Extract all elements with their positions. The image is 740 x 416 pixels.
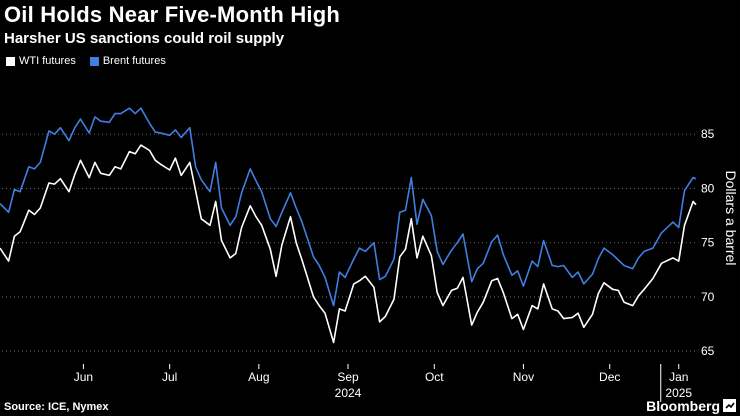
x-tick-year-label: 2024 bbox=[335, 386, 362, 400]
legend-item-brent: Brent futures bbox=[89, 55, 166, 67]
series-line-brent-futures bbox=[0, 107, 697, 307]
bloomberg-icon bbox=[723, 399, 736, 412]
source-note: Source: ICE, Nymex bbox=[4, 401, 109, 413]
y-axis-ticks: 65 70 75 80 85 bbox=[701, 127, 715, 358]
x-axis-ticks: Jun Jul Aug Sep 2024 Oct Nov Dec Jan 2025 bbox=[74, 364, 692, 402]
y-tick-label: 75 bbox=[701, 236, 715, 250]
x-tick-label: Jul bbox=[162, 370, 177, 384]
legend-swatch-brent bbox=[89, 56, 99, 66]
chart-title: Oil Holds Near Five-Month High bbox=[4, 2, 341, 27]
legend-swatch-wti bbox=[6, 56, 15, 66]
chart-legend: WTI futures Brent futures bbox=[6, 55, 166, 67]
x-tick-label: Oct bbox=[425, 370, 444, 384]
y-tick-label: 80 bbox=[701, 181, 715, 195]
x-tick-label: Jan bbox=[669, 370, 688, 384]
y-tick-label: 85 bbox=[701, 127, 715, 141]
legend-item-wti: WTI futures bbox=[6, 55, 76, 67]
x-tick-year-label: 2025 bbox=[665, 386, 692, 400]
y-axis-label: Dollars a barrel bbox=[723, 171, 739, 266]
y-tick-label: 70 bbox=[701, 290, 715, 304]
x-tick-label: Nov bbox=[513, 370, 534, 384]
x-tick-label: Dec bbox=[599, 370, 620, 384]
x-tick-label: Aug bbox=[248, 370, 269, 384]
gridlines bbox=[2, 133, 696, 352]
y-tick-label: 65 bbox=[701, 344, 715, 358]
x-tick-label: Jun bbox=[74, 370, 93, 384]
series-line-wti-futures bbox=[0, 144, 697, 344]
legend-label-brent: Brent futures bbox=[102, 55, 166, 67]
legend-label-wti: WTI futures bbox=[19, 55, 76, 67]
x-tick-label: Sep bbox=[337, 370, 359, 384]
series-lines bbox=[0, 107, 697, 344]
chart-subtitle: Harsher US sanctions could roil supply bbox=[4, 30, 285, 47]
brand-logo: Bloomberg bbox=[646, 398, 720, 414]
